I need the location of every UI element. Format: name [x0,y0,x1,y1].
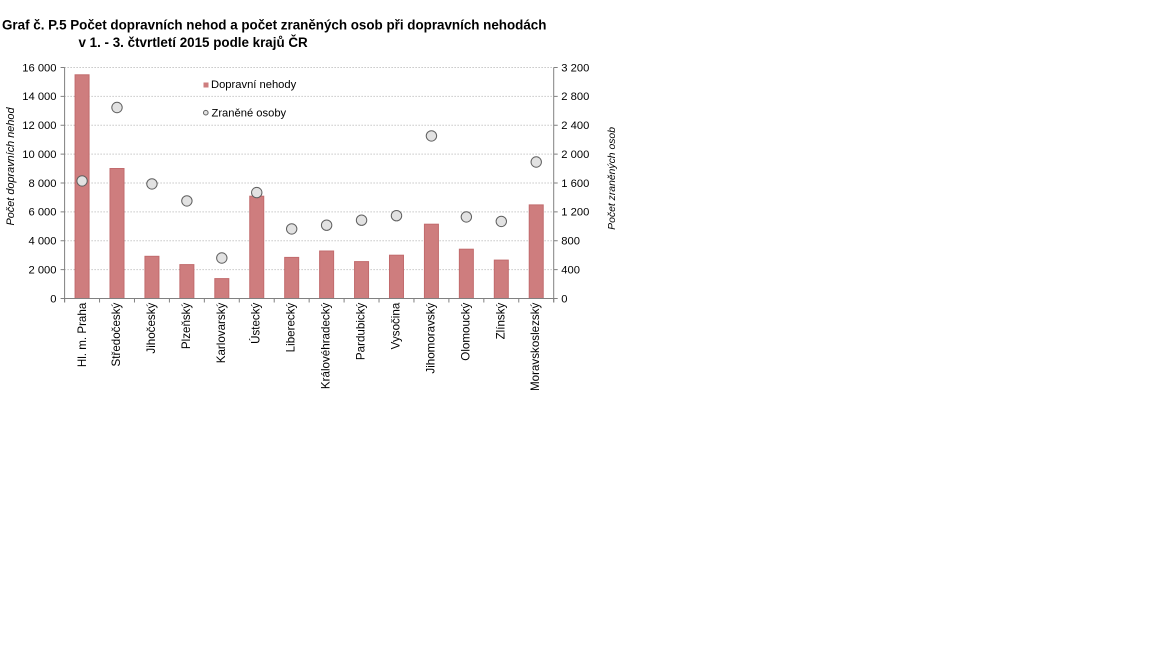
svg-text:Zlínský: Zlínský [494,302,507,339]
svg-text:10 000: 10 000 [22,149,56,161]
svg-text:12 000: 12 000 [22,120,56,132]
svg-text:v 1. - 3. čtvrtletí 2015 podle: v 1. - 3. čtvrtletí 2015 podle krajů ČR [79,35,309,50]
svg-text:0: 0 [561,293,567,305]
svg-text:2 400: 2 400 [561,120,589,132]
svg-text:1 600: 1 600 [561,178,589,190]
svg-text:1 200: 1 200 [561,207,589,219]
svg-text:Graf č. P.5 Počet dopravních n: Graf č. P.5 Počet dopravních nehod a poč… [2,18,546,33]
svg-text:Karlovarský: Karlovarský [215,302,228,363]
svg-text:2 000: 2 000 [29,264,57,276]
svg-text:16 000: 16 000 [22,62,56,74]
svg-text:Středočeský: Středočeský [110,302,123,366]
svg-text:Jihomoravský: Jihomoravský [424,303,437,374]
svg-text:Královéhradecký: Královéhradecký [320,303,333,390]
svg-text:Jihočeský: Jihočeský [145,302,158,353]
svg-text:Olomoucký: Olomoucký [459,303,472,361]
svg-text:Ústecký: Ústecký [250,303,263,344]
svg-text:Počet dopravních nehod: Počet dopravních nehod [5,107,17,226]
svg-text:Vysočina: Vysočina [389,302,402,349]
svg-text:2 000: 2 000 [561,149,589,161]
svg-text:3 200: 3 200 [561,62,589,74]
svg-text:400: 400 [561,264,580,276]
svg-text:14 000: 14 000 [22,91,56,103]
svg-text:Dopravní nehody: Dopravní nehody [211,79,297,91]
svg-text:2 800: 2 800 [561,91,589,103]
svg-text:Hl. m. Praha: Hl. m. Praha [76,302,89,367]
svg-text:Liberecký: Liberecký [285,303,298,353]
svg-text:Plzeňský: Plzeňský [180,303,193,350]
svg-text:Pardubický: Pardubický [355,303,368,361]
svg-text:800: 800 [561,236,580,248]
svg-text:6 000: 6 000 [29,207,57,219]
svg-text:Zraněné osoby: Zraněné osoby [212,107,287,119]
svg-text:4 000: 4 000 [29,236,57,248]
svg-text:Moravskoslezský: Moravskoslezský [529,303,542,391]
svg-text:8 000: 8 000 [29,178,57,190]
svg-text:Počet zraněných osob: Počet zraněných osob [607,127,618,230]
svg-text:0: 0 [50,293,56,305]
